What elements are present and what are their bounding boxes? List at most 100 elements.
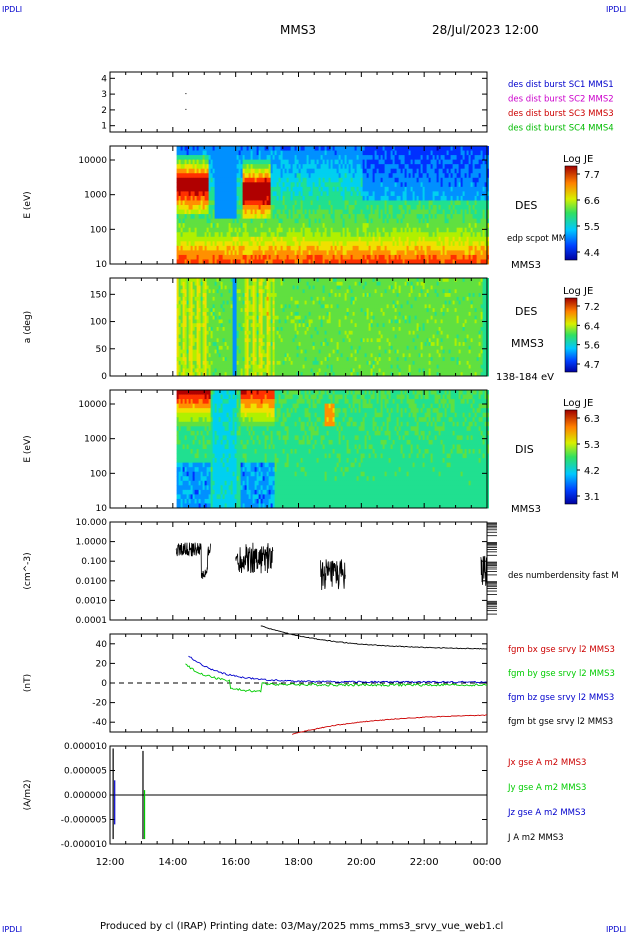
spectrogram-cell <box>248 164 252 170</box>
spectrogram-cell <box>294 241 298 247</box>
spectrogram-cell <box>340 159 344 165</box>
spectrogram-cell <box>472 214 476 220</box>
spectrogram-cell <box>304 227 308 233</box>
spectrogram-cell <box>412 168 416 174</box>
spectrogram-cell <box>198 150 202 156</box>
spectrogram-cell <box>192 205 196 210</box>
spectrogram-cell <box>402 195 406 201</box>
spectrogram-cell <box>304 195 308 201</box>
spectrogram-cell <box>252 146 256 151</box>
spectrogram-cell <box>482 164 486 170</box>
spectrogram-cell <box>454 250 458 256</box>
spectrogram-cell <box>192 186 196 192</box>
spectrogram-cell <box>462 259 466 265</box>
spectrogram-cell <box>298 223 302 229</box>
spectrogram-cell <box>480 250 484 256</box>
spectrogram-cell <box>416 227 420 233</box>
spectrogram-cell <box>186 330 190 335</box>
spectrogram-cell <box>312 164 316 170</box>
spectrogram-cell <box>184 360 188 366</box>
spectrogram-cell <box>266 218 270 224</box>
spectrogram-cell <box>300 177 304 183</box>
spectrogram-cell <box>432 168 436 174</box>
spectrogram-cell <box>448 191 452 197</box>
spectrogram-cell <box>178 296 182 302</box>
spectrogram-cell <box>340 254 344 260</box>
spectrogram-cell <box>300 214 304 220</box>
spectrogram-cell <box>234 227 238 233</box>
spectrogram-cell <box>304 155 308 161</box>
spectrogram-cell <box>376 177 380 183</box>
spectrogram-cell <box>438 227 442 233</box>
spectrogram-cell <box>416 209 420 215</box>
spectrogram-cell <box>332 150 336 156</box>
spectrogram-cell <box>300 245 304 251</box>
spectrogram-cell <box>388 155 392 161</box>
spectrogram-cell <box>352 177 356 183</box>
spectrogram-cell <box>204 164 208 170</box>
spectrogram-cell <box>260 173 264 179</box>
spectrogram-cell <box>394 177 398 183</box>
spectrogram-cell <box>344 168 348 174</box>
spectrogram-cell <box>324 164 328 170</box>
spectrogram-cell <box>278 241 282 247</box>
spectrogram-cell <box>280 223 284 229</box>
spectrogram-cell <box>464 214 468 220</box>
spectrogram-cell <box>336 205 340 210</box>
spectrogram-cell <box>352 173 356 179</box>
spectrogram-cell <box>316 209 320 215</box>
spectrogram-cell <box>390 205 394 210</box>
spectrogram-cell <box>422 155 426 161</box>
spectrogram-cell <box>182 289 186 294</box>
spectrogram-cell <box>208 241 212 247</box>
spectrogram-cell <box>176 250 180 256</box>
spectrogram-cell <box>182 159 186 165</box>
spectrogram-cell <box>322 155 326 161</box>
spectrogram-cell <box>342 146 346 151</box>
spectrogram-cell <box>290 173 294 179</box>
spectrogram-cell <box>354 146 358 151</box>
spectrogram-cell <box>282 232 286 238</box>
spectrogram-cell <box>226 177 230 183</box>
spectrogram-cell <box>322 186 326 192</box>
spectrogram-cell <box>398 214 402 220</box>
spectrogram-cell <box>202 168 206 174</box>
spectrogram-cell <box>378 205 382 210</box>
spectrogram-cell <box>434 164 438 170</box>
spectrogram-cell <box>314 250 318 256</box>
spectrogram-cell <box>292 177 296 183</box>
spectrogram-cell <box>432 259 436 265</box>
spectrogram-cell <box>282 186 286 192</box>
spectrogram-cell <box>426 155 430 161</box>
spectrogram-cell <box>326 182 330 188</box>
spectrogram-cell <box>362 209 366 215</box>
spectrogram-cell <box>188 223 192 229</box>
spectrogram-cell <box>436 223 440 229</box>
spectrogram-cell <box>332 195 336 201</box>
spectrogram-cell <box>232 214 236 220</box>
spectrogram-cell <box>226 186 230 192</box>
spectrogram-cell <box>448 218 452 224</box>
spectrogram-cell <box>220 223 224 229</box>
spectrogram-cell <box>254 250 258 256</box>
spectrogram-cell <box>394 186 398 192</box>
spectrogram-cell <box>296 227 300 233</box>
spectrogram-cell <box>444 241 448 247</box>
spectrogram-cell <box>368 155 372 161</box>
spectrogram-cell <box>312 177 316 183</box>
spectrogram-cell <box>278 209 282 215</box>
spectrogram-cell <box>286 177 290 183</box>
spectrogram-cell <box>444 223 448 229</box>
spectrogram-cell <box>460 232 464 238</box>
spectrogram-cell <box>182 245 186 251</box>
spectrogram-cell <box>366 227 370 233</box>
spectrogram-cell <box>350 245 354 251</box>
spectrogram-cell <box>402 173 406 179</box>
spectrogram-cell <box>388 227 392 233</box>
spectrogram-cell <box>178 289 182 294</box>
spectrogram-cell <box>480 191 484 197</box>
spectrogram-cell <box>398 173 402 179</box>
spectrogram-cell <box>348 209 352 215</box>
spectrogram-cell <box>260 146 264 151</box>
spectrogram-cell <box>176 245 180 251</box>
